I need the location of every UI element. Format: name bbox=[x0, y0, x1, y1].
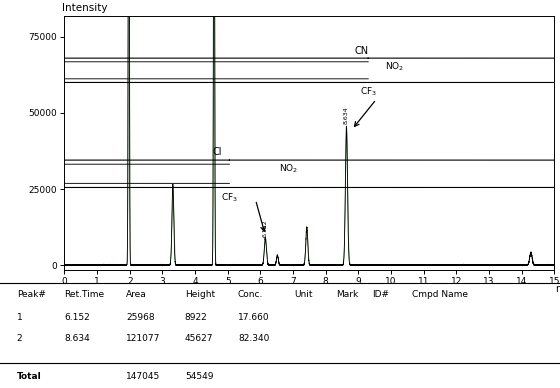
Text: 2: 2 bbox=[17, 334, 22, 343]
Text: 54549: 54549 bbox=[185, 372, 213, 381]
Text: 82.340: 82.340 bbox=[238, 334, 269, 343]
Text: NO$_2$: NO$_2$ bbox=[385, 61, 404, 73]
Text: 17.660: 17.660 bbox=[238, 313, 269, 322]
Text: Conc.: Conc. bbox=[238, 290, 263, 299]
Text: Unit: Unit bbox=[294, 290, 312, 299]
Text: 147045: 147045 bbox=[126, 372, 160, 381]
Text: ID#: ID# bbox=[372, 290, 389, 299]
Text: Cl: Cl bbox=[212, 147, 222, 157]
Text: Total: Total bbox=[17, 372, 41, 381]
Text: 6.152: 6.152 bbox=[263, 220, 268, 237]
Text: 8.634: 8.634 bbox=[344, 106, 349, 123]
Text: CF$_3$: CF$_3$ bbox=[221, 191, 238, 204]
Text: CN: CN bbox=[354, 46, 368, 56]
Text: Peak#: Peak# bbox=[17, 290, 46, 299]
Text: NO$_2$: NO$_2$ bbox=[279, 163, 298, 175]
Text: 121077: 121077 bbox=[126, 334, 160, 343]
Text: Cmpd Name: Cmpd Name bbox=[412, 290, 468, 299]
Text: 1: 1 bbox=[17, 313, 22, 322]
Text: min: min bbox=[556, 284, 560, 294]
Text: Height: Height bbox=[185, 290, 215, 299]
Text: 8.634: 8.634 bbox=[64, 334, 90, 343]
Text: CF$_3$: CF$_3$ bbox=[360, 85, 377, 98]
Text: Mark: Mark bbox=[336, 290, 358, 299]
Text: 45627: 45627 bbox=[185, 334, 213, 343]
Text: 8922: 8922 bbox=[185, 313, 208, 322]
Text: Intensity: Intensity bbox=[62, 3, 108, 13]
Text: 25968: 25968 bbox=[126, 313, 155, 322]
Text: Area: Area bbox=[126, 290, 147, 299]
Text: 6.152: 6.152 bbox=[64, 313, 90, 322]
Text: Ret.Time: Ret.Time bbox=[64, 290, 105, 299]
